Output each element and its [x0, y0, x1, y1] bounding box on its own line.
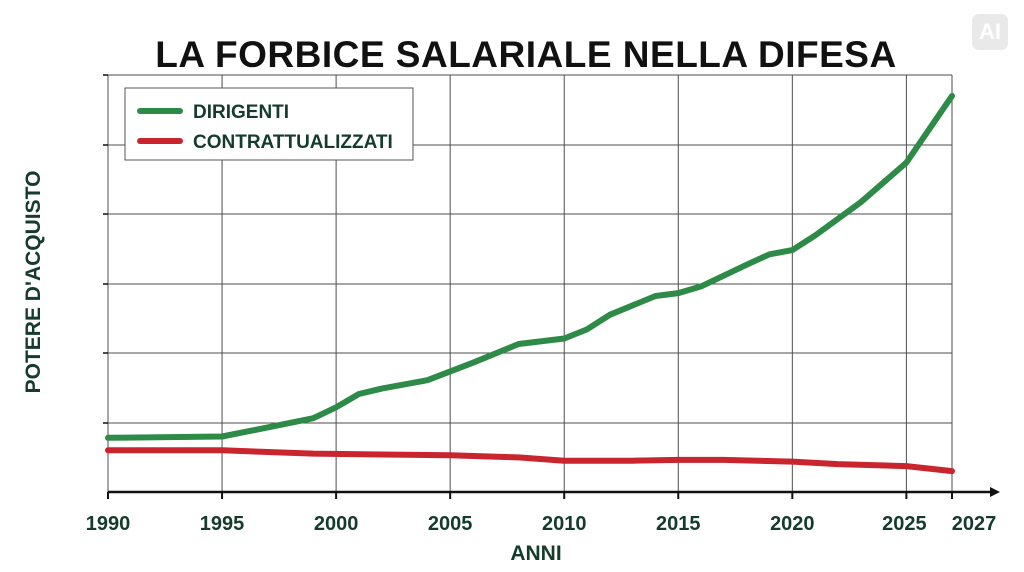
x-tick-label-1995: 1995 — [200, 513, 245, 535]
x-tick-label-2000: 2000 — [314, 513, 359, 535]
grid — [103, 74, 953, 492]
x-tick-label-2027: 2027 — [952, 513, 997, 535]
legend-box — [124, 87, 414, 161]
ai-badge-icon: AI — [972, 14, 1008, 50]
series-layer — [105, 92, 955, 475]
x-axis-title: ANNI — [510, 542, 561, 565]
legend: DIRIGENTI CONTRATTUALIZZATI — [124, 87, 414, 161]
x-tick-label-2020: 2020 — [770, 513, 815, 535]
x-tick-label-2005: 2005 — [428, 513, 473, 535]
series-line-contrattualizzati — [105, 447, 955, 475]
series-line-dirigenti — [105, 92, 955, 441]
legend-label-dirigenti: DIRIGENTI — [193, 102, 289, 123]
x-ticks: 1990 1995 2000 2005 2010 2015 2020 2025 2027 — [86, 492, 997, 535]
x-tick-label-2010: 2010 — [542, 513, 587, 535]
legend-label-contrattualizzati: CONTRATTUALIZZATI — [193, 132, 393, 153]
chart-title: LA FORBICE SALARIALE NELLA DIFESA — [155, 34, 897, 75]
x-tick-label-2025: 2025 — [882, 513, 927, 535]
y-axis-title: POTERE D'ACQUISTO — [22, 171, 45, 394]
x-tick-label-2015: 2015 — [656, 513, 701, 535]
x-tick-label-1990: 1990 — [86, 513, 131, 535]
